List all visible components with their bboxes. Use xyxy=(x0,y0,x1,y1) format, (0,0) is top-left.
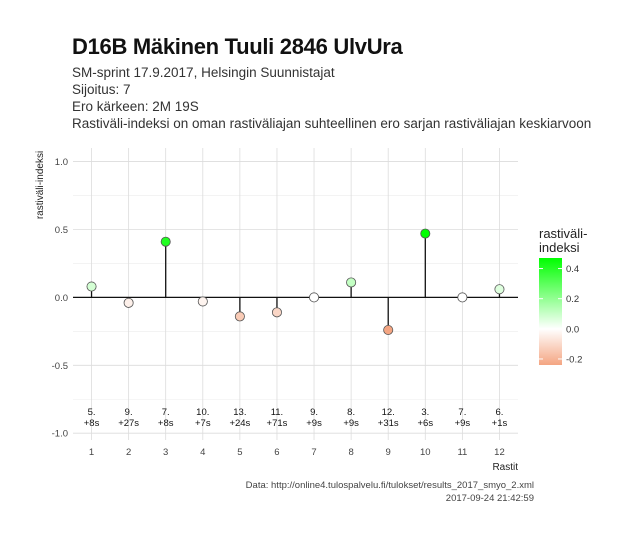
split-time-label: +24s xyxy=(229,418,250,429)
data-point xyxy=(86,281,97,292)
split-time-label: +9s xyxy=(455,418,471,429)
data-point xyxy=(197,296,208,307)
legend-title-line1: rastiväli- xyxy=(539,226,587,241)
rank-label: 8. xyxy=(347,407,355,418)
data-point xyxy=(346,277,357,288)
data-point xyxy=(383,324,394,335)
grid xyxy=(73,148,518,440)
split-time-label: +71s xyxy=(267,418,288,429)
data-point xyxy=(494,284,505,295)
caption-source: Data: http://online4.tulospalvelu.fi/tul… xyxy=(245,480,534,491)
y-tick-label: 1.0 xyxy=(55,157,68,168)
split-time-label: +8s xyxy=(158,418,174,429)
subtitle-event: SM-sprint 17.9.2017, Helsingin Suunnista… xyxy=(72,65,335,80)
rank-label: 12. xyxy=(382,407,395,418)
x-tick-label: 2 xyxy=(126,447,131,458)
data-marks xyxy=(86,228,505,335)
x-tick-label: 4 xyxy=(200,447,205,458)
chart-title: D16B Mäkinen Tuuli 2846 UlvUra xyxy=(72,34,403,59)
data-point xyxy=(160,236,171,247)
subtitle-block: SM-sprint 17.9.2017, Helsingin Suunnista… xyxy=(72,64,591,132)
subtitle-placement: Sijoitus: 7 xyxy=(72,82,131,97)
rank-label: 10. xyxy=(196,407,209,418)
x-axis-title: Rastit xyxy=(492,462,518,473)
data-point xyxy=(271,307,282,318)
y-tick-label: 0.0 xyxy=(55,293,68,304)
data-point xyxy=(123,297,134,308)
split-time-label: +6s xyxy=(417,418,433,429)
y-tick-label: -1.0 xyxy=(52,429,68,440)
subtitle-gap-to-leader: Ero kärkeen: 2M 19S xyxy=(72,99,199,114)
x-tick-label: 11 xyxy=(457,447,467,458)
legend-tick-label: 0.4 xyxy=(566,264,579,275)
split-time-label: +27s xyxy=(118,418,139,429)
split-time-label: +7s xyxy=(195,418,211,429)
x-tick-label: 1 xyxy=(89,447,94,458)
rank-label: 3. xyxy=(421,407,429,418)
subtitle-index-description: Rastiväli-indeksi on oman rastiväliajan … xyxy=(72,116,592,131)
data-point xyxy=(457,292,468,303)
split-time-label: +9s xyxy=(343,418,359,429)
caption: Data: http://online4.tulospalvelu.fi/tul… xyxy=(246,480,534,505)
color-legend: rastiväli- indeksi 0.4 0.2 0.0 -0.2 xyxy=(539,226,587,365)
x-tick-label: 7 xyxy=(311,447,316,458)
split-time-label: +8s xyxy=(84,418,100,429)
rank-label: 5. xyxy=(88,407,96,418)
rank-label: 7. xyxy=(162,407,170,418)
data-point xyxy=(234,311,245,322)
legend-title-line2: indeksi xyxy=(539,240,580,255)
data-point xyxy=(420,228,431,239)
legend-tick-label: -0.2 xyxy=(566,354,582,365)
split-time-label: +9s xyxy=(306,418,322,429)
legend-tick-label: 0.2 xyxy=(566,294,579,305)
y-tick-label: 0.5 xyxy=(55,225,68,236)
x-tick-label: 6 xyxy=(274,447,279,458)
split-time-label: +1s xyxy=(492,418,508,429)
caption-timestamp: 2017-09-24 21:42:59 xyxy=(445,492,534,504)
rank-label: 9. xyxy=(125,407,133,418)
x-tick-label: 3 xyxy=(163,447,168,458)
rank-label: 13. xyxy=(233,407,246,418)
y-tick-label: -0.5 xyxy=(52,361,68,372)
rank-label: 9. xyxy=(310,407,318,418)
x-tick-label: 5 xyxy=(237,447,242,458)
rank-label: 11. xyxy=(271,407,284,418)
x-tick-label: 8 xyxy=(348,447,353,458)
x-tick-label: 9 xyxy=(386,447,391,458)
x-tick-label: 12 xyxy=(494,447,505,458)
rank-label: 7. xyxy=(458,407,466,418)
data-point xyxy=(309,292,320,303)
legend-tick-label: 0.0 xyxy=(566,324,579,335)
x-tick-label: 10 xyxy=(420,447,431,458)
point-labels: 5.+8s9.+27s7.+8s10.+7s13.+24s11.+71s9.+9… xyxy=(84,407,508,429)
y-axis-title: rastiväli-indeksi xyxy=(35,151,46,219)
rank-label: 6. xyxy=(495,407,503,418)
axes: 1.00.50.0-0.5-1.01 2 3 4 5 6 7 8 9 10 11 12 xyxy=(52,157,518,458)
split-time-label: +31s xyxy=(378,418,399,429)
legend-colorbar xyxy=(539,258,562,365)
